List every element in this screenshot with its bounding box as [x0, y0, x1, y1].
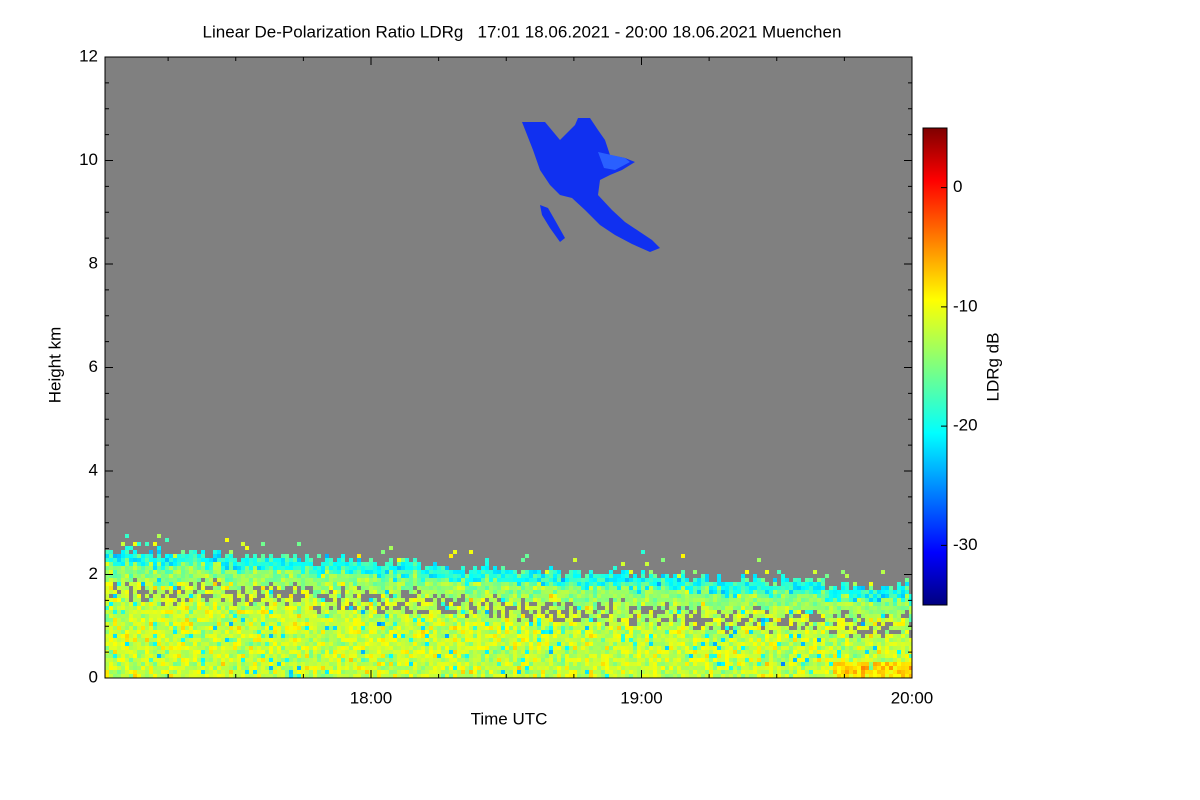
x-tick-label: 18:00 — [350, 688, 393, 707]
colorbar-tick-label: -10 — [953, 296, 978, 315]
colorbar — [922, 127, 948, 606]
x-tick-label: 19:00 — [620, 688, 663, 707]
y-tick-label: 6 — [89, 357, 98, 376]
y-tick-label: 8 — [89, 253, 98, 272]
colorbar-tick-label: -30 — [953, 535, 978, 554]
ldr-texture — [105, 534, 912, 678]
x-tick-label: 20:00 — [891, 688, 934, 707]
y-tick-label: 0 — [89, 667, 98, 686]
colorbar-tick-label: 0 — [953, 177, 962, 196]
y-axis-label: Height km — [45, 327, 64, 404]
x-axis-label: Time UTC — [471, 709, 548, 728]
y-tick-label: 10 — [79, 150, 98, 169]
y-tick-label: 4 — [89, 460, 98, 479]
y-tick-label: 12 — [79, 46, 98, 65]
colorbar-tick-label: -20 — [953, 416, 978, 435]
colorbar-label: LDRg dB — [983, 333, 1002, 402]
y-tick-label: 2 — [89, 564, 98, 583]
cirrus-cloud — [522, 118, 660, 252]
chart-title: Linear De-Polarization Ratio LDRg 17:01 … — [203, 22, 842, 41]
